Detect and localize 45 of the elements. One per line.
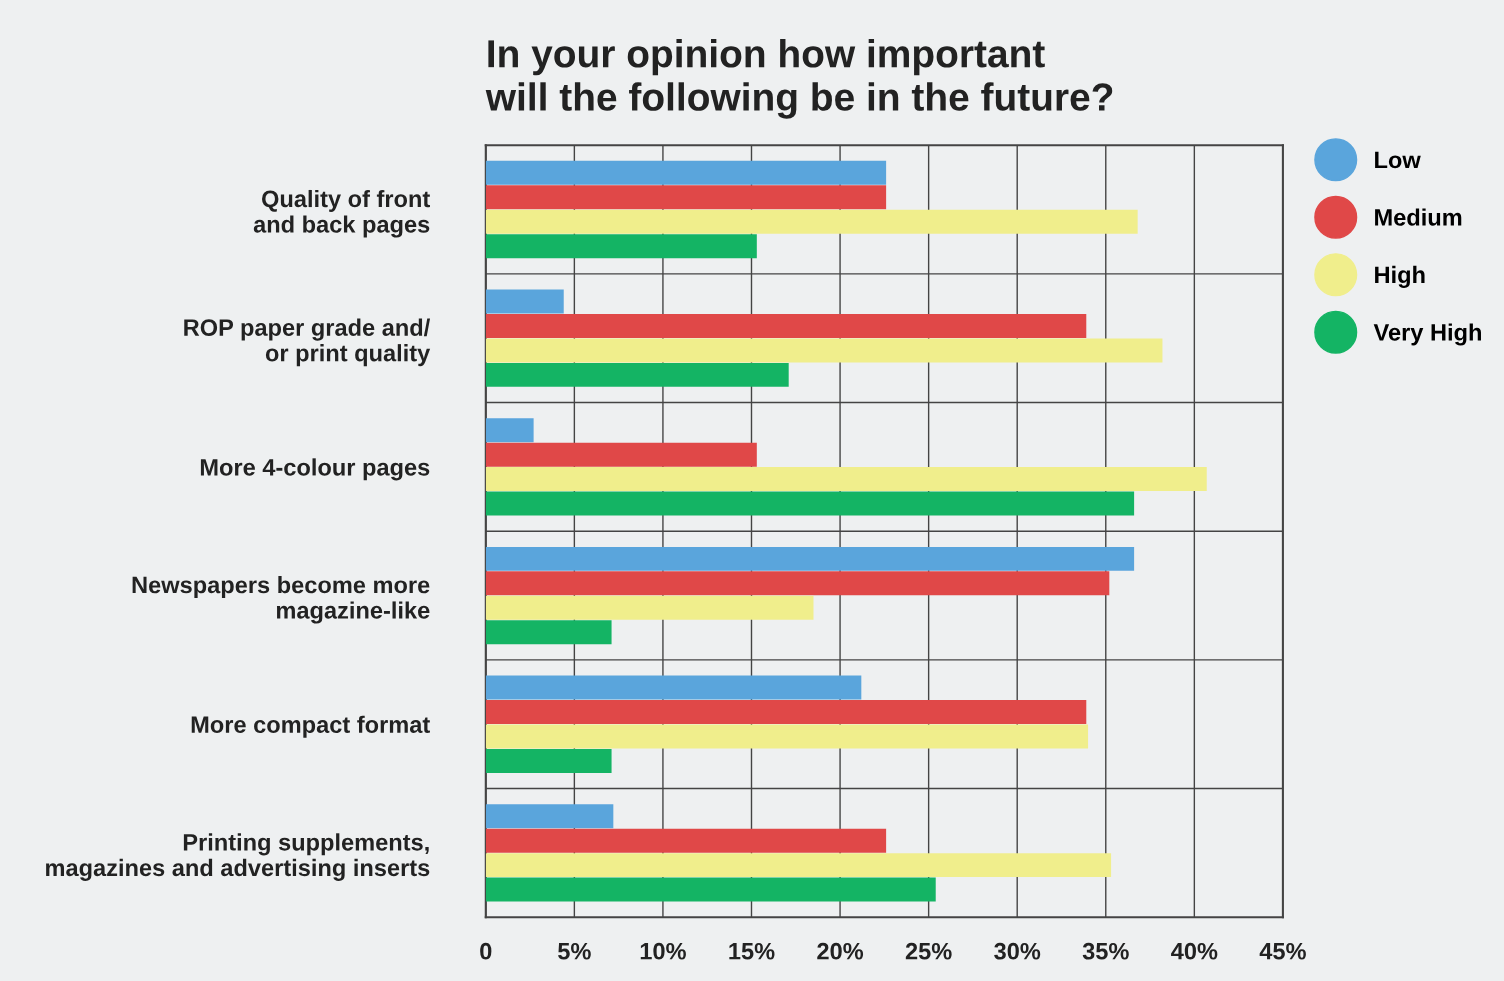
x-tick-label: 45% <box>1259 942 1306 960</box>
chart-title: In your opinion how important will the following be in the future? <box>485 38 1113 119</box>
bar <box>485 185 887 210</box>
bar <box>485 234 757 259</box>
x-tick-label: 35% <box>1082 942 1129 960</box>
bar <box>485 804 614 829</box>
bar <box>485 160 887 185</box>
x-tick-label: 25% <box>905 942 952 960</box>
bar <box>485 828 887 853</box>
legend-label: High <box>1375 265 1425 288</box>
y-tick-label: Quality of front and back pages <box>253 189 430 238</box>
y-tick-label: Printing supplements, magazines and advertising inserts <box>46 833 430 881</box>
x-tick-label: 0 <box>480 942 492 960</box>
y-tick-label: More 4-colour pages <box>200 458 430 481</box>
bar <box>485 571 1110 596</box>
bar <box>485 338 1163 363</box>
bar <box>485 491 1135 516</box>
bar <box>485 289 564 314</box>
bar <box>485 675 862 700</box>
legend-label: Very High <box>1373 323 1481 346</box>
y-tick-label: ROP paper grade and/ or print quality <box>184 318 431 367</box>
x-tick-label: 40% <box>1171 942 1218 960</box>
bar <box>485 724 1089 749</box>
y-tick-label: Newspapers become more magazine-like <box>132 575 430 624</box>
bar <box>485 314 1087 338</box>
bar <box>485 700 1087 724</box>
x-tick-label: 20% <box>817 942 864 960</box>
y-tick-label: More compact format <box>191 715 430 738</box>
bar <box>485 595 814 620</box>
bar <box>485 853 1112 878</box>
bar <box>485 418 534 443</box>
bar <box>485 362 789 387</box>
bar <box>485 620 612 645</box>
x-tick-label: 5% <box>558 942 591 960</box>
bar <box>485 748 612 773</box>
bar <box>485 209 1138 234</box>
legend-label: Medium <box>1375 208 1462 226</box>
x-tick-label: 30% <box>994 942 1041 960</box>
legend-label: Low <box>1375 151 1421 169</box>
bar <box>485 877 936 902</box>
bar <box>485 442 757 467</box>
bar <box>485 467 1207 492</box>
bar <box>485 546 1135 571</box>
x-tick-label: 15% <box>729 942 775 960</box>
x-tick-label: 10% <box>640 942 686 960</box>
